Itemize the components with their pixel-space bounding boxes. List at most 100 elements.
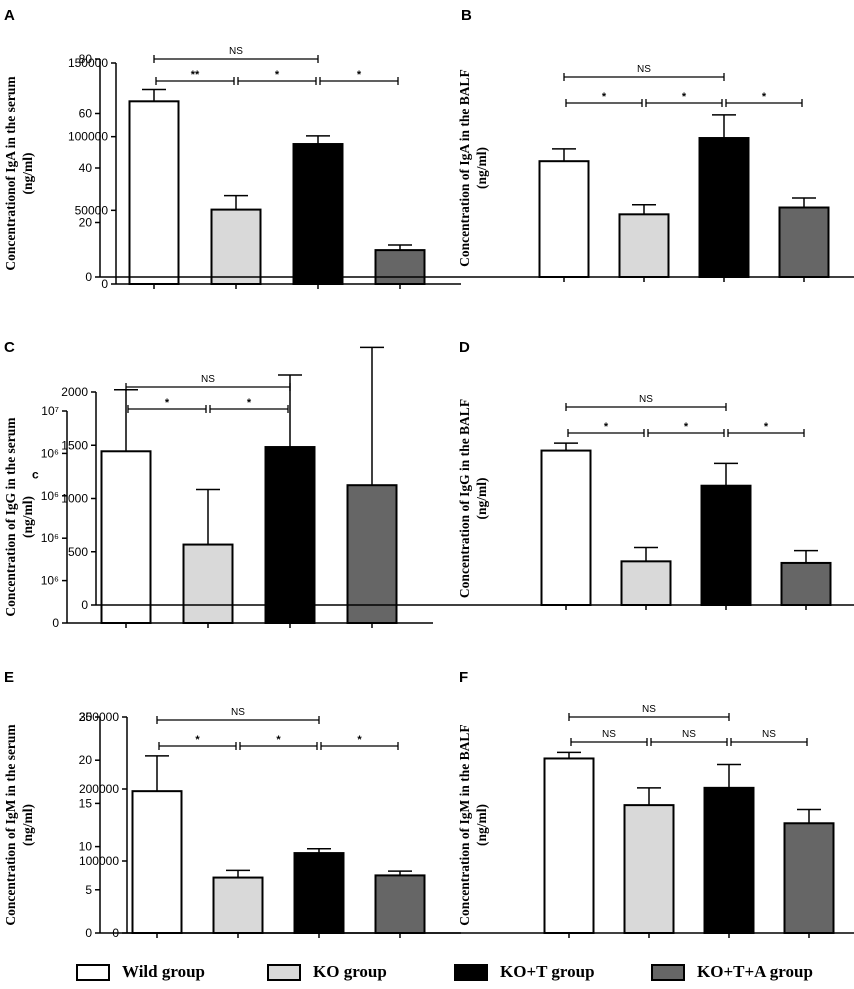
bar-ko-group (212, 876, 264, 934)
y-tick-label: 0 (85, 270, 92, 284)
panel-label-c: C (4, 339, 15, 356)
bar-ko-t-group (293, 852, 345, 935)
bar-ko-group (618, 213, 670, 278)
y-tick-label: 10⁶ (41, 446, 59, 460)
significance-label: * (604, 421, 609, 433)
bar-ko-t-group (698, 137, 750, 278)
y-tick-label: 1500 (61, 438, 88, 452)
y-tick-label: 0 (101, 277, 108, 291)
y-tick-note: c (32, 467, 39, 481)
bar-ko-t-group (292, 143, 344, 285)
y-axis-unit-label: (ng/ml) (20, 804, 35, 846)
panel-label-e: E (4, 669, 14, 686)
y-tick-label: 0 (81, 598, 88, 612)
panel-label-f: F (459, 669, 468, 686)
bar-ko-t-a-group (783, 822, 835, 934)
bar-ko-group (182, 543, 234, 624)
bar-ko-t-a-group (346, 484, 398, 625)
bar-ko-group (623, 804, 675, 934)
significance-label: * (682, 91, 687, 103)
significance-label: NS (201, 374, 215, 385)
legend-swatch-kot (454, 963, 488, 981)
significance-label: NS (762, 729, 776, 740)
significance-label: NS (637, 64, 651, 75)
y-axis-label: Concentration of IgM in the BALF (457, 724, 472, 925)
legend-label-wild: Wild group (122, 962, 205, 981)
legend-swatch-wild (76, 963, 110, 981)
bar-ko-t-group (703, 786, 755, 935)
bar-wild-group (538, 160, 590, 278)
significance-label: * (357, 734, 362, 746)
significance-label: * (165, 397, 170, 409)
legend-label-kot: KO+T group (500, 962, 595, 981)
bar-wild-group (543, 757, 595, 934)
bar-ko-t-group (700, 484, 752, 606)
y-tick-label: 100000 (79, 854, 119, 868)
y-tick-label: 10 (79, 840, 93, 854)
legend-label-ko: KO group (313, 962, 387, 981)
y-tick-label: 10⁶ (41, 531, 59, 545)
significance-label: NS (602, 729, 616, 740)
y-tick-label: 20 (79, 216, 93, 230)
significance-label: NS (231, 707, 245, 718)
bar-wild-group (128, 100, 180, 285)
bar-ko-t-group (264, 446, 316, 625)
significance-label: ** (191, 69, 200, 81)
significance-label: * (764, 421, 769, 433)
bar-wild-group (100, 450, 152, 624)
legend-item-kota: KO+T+A group (651, 962, 813, 982)
y-tick-label: 0 (52, 616, 59, 630)
y-axis-label: Concentration of IgA in the BALF (457, 69, 472, 267)
y-axis-unit-label: (ng/ml) (474, 804, 489, 846)
bar-ko-t-a-group (780, 561, 832, 606)
y-tick-label: 5 (85, 883, 92, 897)
bar-ko-t-a-group (778, 206, 830, 278)
y-axis-unit-label: (ng/ml) (20, 496, 35, 538)
significance-label: * (762, 91, 767, 103)
significance-label: * (275, 69, 280, 81)
legend-item-wild: Wild group (76, 962, 205, 982)
panel-label-a: A (4, 7, 15, 24)
bar-wild-group (131, 790, 183, 934)
y-tick-label: 0 (85, 926, 92, 940)
y-tick-label: 1000 (61, 492, 88, 506)
legend-label-kota: KO+T+A group (697, 962, 813, 981)
y-axis-label: Concentration of IgG in the BALF (457, 399, 472, 598)
y-axis-unit-label: (ng/ml) (474, 478, 489, 520)
y-tick-label: 200000 (79, 782, 119, 796)
significance-label: * (602, 91, 607, 103)
bar-ko-group (210, 208, 262, 285)
significance-label: * (195, 734, 200, 746)
bar-ko-group (620, 560, 672, 607)
significance-label: * (247, 397, 252, 409)
bar-wild-group (540, 449, 592, 607)
legend-swatch-kota (651, 963, 685, 981)
y-tick-label: 60 (79, 107, 93, 121)
panel-label-b: B (461, 7, 472, 24)
y-axis-label: Concentrationof IgA in the serum (3, 76, 18, 271)
y-tick-label: 500 (68, 545, 88, 559)
bar-ko-t-a-group (374, 249, 426, 285)
significance-label: NS (639, 394, 653, 405)
panel-label-d: D (459, 339, 470, 356)
significance-label: NS (682, 729, 696, 740)
significance-label: NS (642, 704, 656, 715)
significance-label: * (276, 734, 281, 746)
significance-label: * (684, 421, 689, 433)
y-axis-unit-label: (ng/ml) (474, 147, 489, 189)
y-tick-label: 25 (79, 710, 93, 724)
y-axis-label: Concentration of IgM in the serum (3, 724, 18, 926)
y-tick-label: 10⁶ (41, 489, 59, 503)
legend: Wild group KO group KO+T group KO+T+A gr… (0, 950, 854, 989)
significance-label: NS (229, 46, 243, 57)
y-tick-label: 80 (79, 52, 93, 66)
y-axis-label: Concentration of IgG in the serum (3, 417, 18, 617)
legend-item-ko: KO group (267, 962, 387, 982)
y-tick-label: 20 (79, 753, 93, 767)
